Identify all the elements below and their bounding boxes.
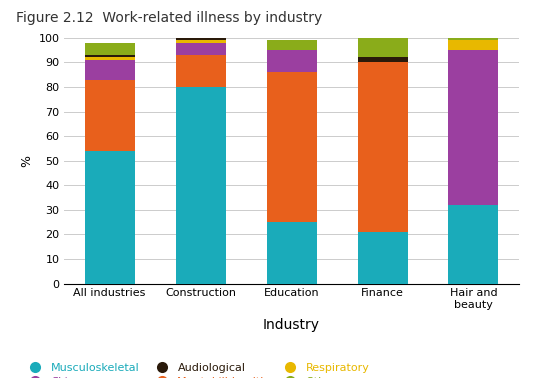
Bar (448, 40, 499, 50)
Bar (175, 40, 226, 43)
Bar (85, 55, 135, 57)
Bar (448, 205, 499, 284)
Bar (85, 57, 135, 60)
Bar (357, 232, 408, 284)
Bar (175, 55, 226, 87)
Bar (175, 38, 226, 40)
Bar (175, 28, 226, 38)
Bar (85, 151, 135, 284)
Y-axis label: %: % (20, 155, 33, 167)
Bar (266, 40, 317, 50)
Bar (266, 222, 317, 284)
Bar (85, 43, 135, 55)
Bar (357, 62, 408, 232)
Bar (175, 43, 226, 55)
Bar (175, 87, 226, 284)
Bar (357, 38, 408, 57)
Legend: Musculoskeletal, Skin, Audiological, Mental ill-health, Respiratory, Other: Musculoskeletal, Skin, Audiological, Men… (24, 363, 370, 378)
X-axis label: Industry: Industry (263, 318, 320, 332)
Bar (266, 50, 317, 72)
Bar (85, 80, 135, 151)
Text: Figure 2.12  Work-related illness by industry: Figure 2.12 Work-related illness by indu… (16, 11, 322, 25)
Bar (448, 50, 499, 205)
Bar (357, 57, 408, 62)
Bar (448, 38, 499, 40)
Bar (266, 72, 317, 222)
Bar (85, 60, 135, 80)
